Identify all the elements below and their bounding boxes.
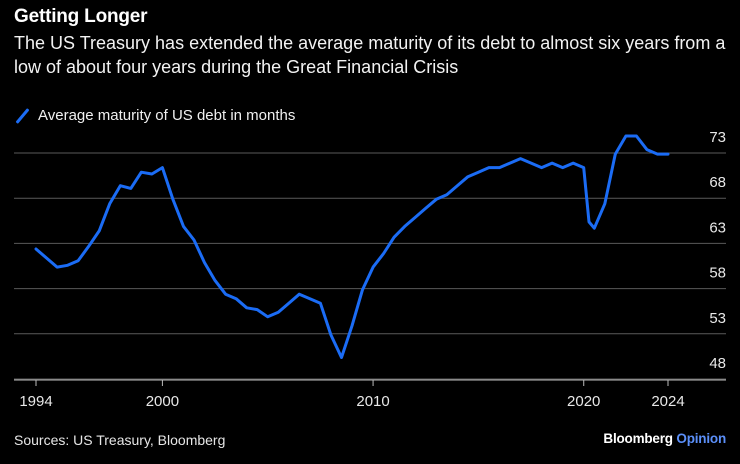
brand-logo: Bloomberg Opinion	[603, 431, 726, 446]
chart-subtitle: The US Treasury has extended the average…	[14, 33, 726, 77]
y-tick-label-48: 48	[709, 355, 726, 372]
x-tick-label-2000: 2000	[146, 393, 179, 410]
legend-label: Average maturity of US debt in months	[38, 107, 296, 124]
x-tick-label-2020: 2020	[567, 393, 600, 410]
x-tick-label-2024: 2024	[651, 393, 684, 410]
y-tick-label-73: 73	[709, 129, 726, 146]
legend: Average maturity of US debt in months	[14, 107, 295, 124]
x-tick-label-1994: 1994	[19, 393, 52, 410]
series-line-0	[34, 134, 670, 359]
y-tick-label-63: 63	[709, 219, 726, 236]
y-tick-label-68: 68	[709, 174, 726, 191]
x-tick-label-2010: 2010	[356, 393, 389, 410]
source-note: Sources: US Treasury, Bloomberg	[14, 432, 226, 448]
y-tick-label-58: 58	[709, 265, 726, 282]
y-tick-label-53: 53	[709, 310, 726, 327]
chart-title: Getting Longer	[14, 6, 148, 27]
